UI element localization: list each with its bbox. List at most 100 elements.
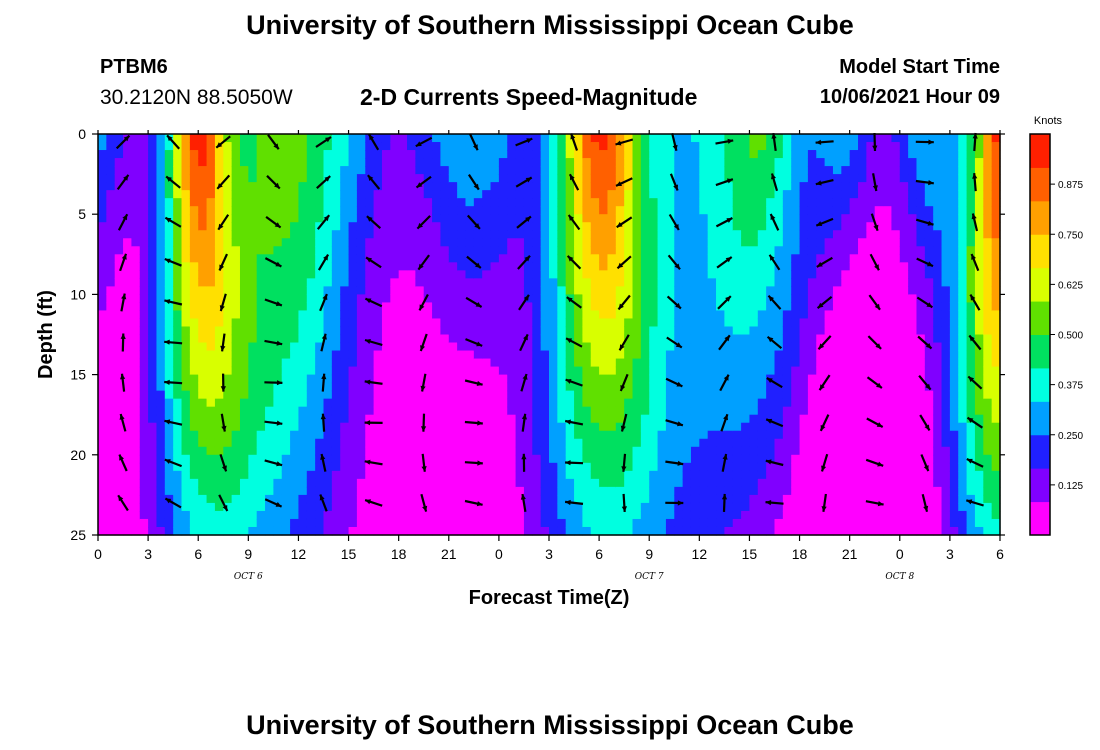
heatmap-cell (214, 478, 224, 488)
heatmap-cell (315, 158, 325, 167)
heatmap-cell (306, 342, 316, 352)
heatmap-cell (440, 390, 450, 400)
heatmap-cell (189, 358, 199, 368)
heatmap-cell (824, 158, 834, 167)
heatmap-cell (582, 422, 592, 432)
heatmap-cell (649, 278, 659, 287)
heatmap-cell (732, 270, 742, 279)
heatmap-cell (348, 198, 358, 207)
heatmap-cell (281, 478, 291, 488)
heatmap-cell (557, 238, 567, 247)
heatmap-cell (649, 310, 659, 320)
heatmap-cell (841, 486, 851, 496)
heatmap-cell (816, 270, 826, 279)
heatmap-cell (114, 310, 124, 320)
heatmap-cell (498, 318, 508, 328)
heatmap-cell (465, 454, 475, 464)
heatmap-cell (298, 286, 308, 295)
heatmap-cell (482, 438, 492, 448)
heatmap-cell (156, 350, 166, 360)
heatmap-cell (665, 526, 675, 536)
heatmap-cell (290, 174, 300, 183)
heatmap-cell (473, 318, 483, 328)
heatmap-cell (365, 454, 375, 464)
heatmap-cell (690, 294, 700, 304)
heatmap-cell (532, 270, 542, 279)
heatmap-cell (231, 494, 241, 504)
heatmap-cell (640, 310, 650, 320)
heatmap-cell (649, 414, 659, 424)
heatmap-cell (265, 334, 274, 344)
heatmap-cell (315, 326, 325, 336)
heatmap-cell (457, 422, 467, 432)
heatmap-cell (331, 286, 341, 295)
heatmap-cell (874, 406, 884, 416)
heatmap-cell (816, 462, 826, 472)
heatmap-cell (239, 374, 249, 384)
heatmap-cell (482, 270, 492, 279)
heatmap-cell (281, 206, 291, 215)
heatmap-cell (473, 342, 483, 352)
heatmap-cell (665, 246, 675, 255)
heatmap-cell (156, 294, 166, 304)
heatmap-cell (231, 358, 241, 368)
heatmap-cell (699, 454, 709, 464)
heatmap-cell (448, 150, 458, 159)
heatmap-cell (306, 374, 316, 384)
heatmap-cell (565, 430, 575, 440)
heatmap-cell (381, 526, 391, 536)
heatmap-cell (273, 310, 283, 320)
heatmap-cell (457, 334, 467, 344)
heatmap-cell (164, 206, 174, 215)
heatmap-cell (866, 454, 876, 464)
heatmap-cell (632, 270, 642, 279)
heatmap-cell (724, 454, 734, 464)
heatmap-cell (841, 430, 851, 440)
heatmap-cell (899, 214, 909, 223)
heatmap-cell (98, 270, 107, 279)
heatmap-cell (532, 254, 542, 263)
heatmap-cell (239, 350, 249, 360)
heatmap-cell (214, 270, 224, 279)
heatmap-cell (824, 358, 834, 368)
heatmap-cell (741, 502, 751, 512)
heatmap-cell (265, 462, 274, 472)
heatmap-cell (774, 398, 784, 408)
heatmap-cell (749, 366, 759, 376)
heatmap-cell (507, 406, 517, 416)
heatmap-cell (632, 398, 642, 408)
heatmap-cell (549, 422, 558, 432)
heatmap-cell (674, 286, 684, 295)
heatmap-cell (148, 398, 158, 408)
heatmap-cell (273, 382, 283, 392)
heatmap-cell (883, 366, 893, 376)
heatmap-cell (198, 142, 208, 151)
heatmap-cell (707, 454, 717, 464)
heatmap-cell (665, 502, 675, 512)
heatmap-cell (239, 414, 249, 424)
heatmap-cell (774, 510, 784, 520)
heatmap-cell (306, 510, 316, 520)
heatmap-cell (749, 134, 759, 143)
heatmap-cell (265, 262, 274, 271)
heatmap-cell (824, 182, 834, 191)
heatmap-cell (582, 406, 592, 416)
heatmap-cell (398, 406, 408, 416)
heatmap-cell (139, 334, 149, 344)
heatmap-cell (515, 182, 525, 191)
heatmap-cell (265, 246, 274, 255)
heatmap-cell (432, 510, 442, 520)
heatmap-cell (624, 134, 634, 143)
heatmap-cell (281, 334, 291, 344)
heatmap-cell (415, 502, 425, 512)
heatmap-cell (164, 326, 174, 336)
heatmap-cell (181, 454, 191, 464)
heatmap-cell (557, 366, 567, 376)
heatmap-cell (457, 454, 467, 464)
heatmap-cell (315, 190, 325, 199)
heatmap-cell (899, 422, 909, 432)
heatmap-cell (256, 262, 266, 271)
heatmap-cell (164, 414, 174, 424)
heatmap-cell (699, 510, 709, 520)
heatmap-cell (674, 358, 684, 368)
